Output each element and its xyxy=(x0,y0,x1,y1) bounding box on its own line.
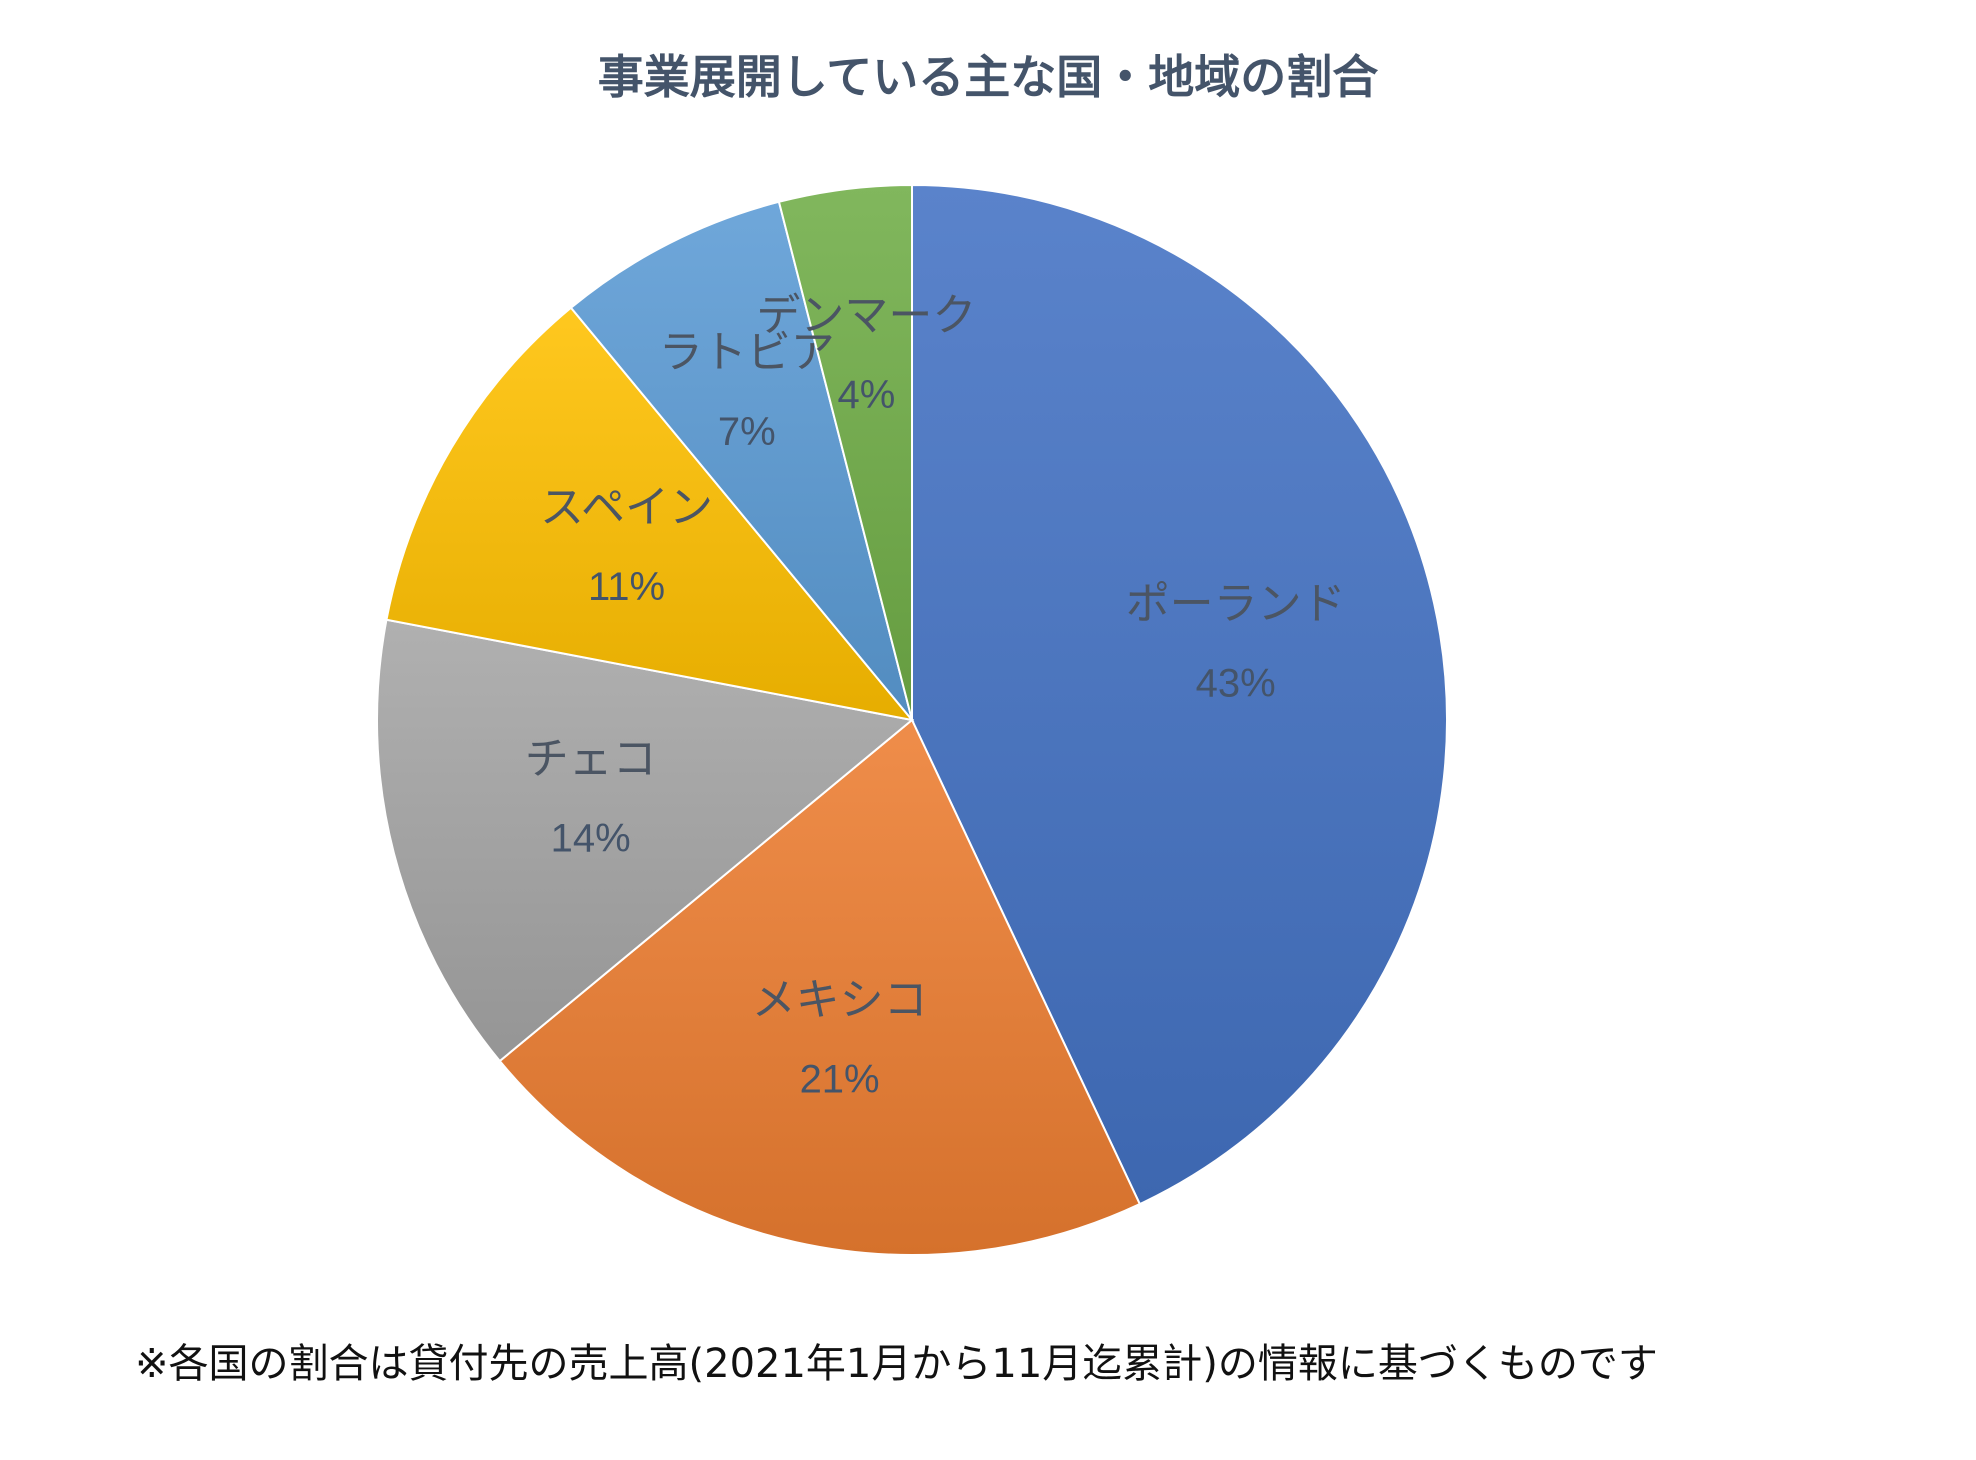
pie-slice-1 xyxy=(498,718,1142,1256)
pie-slice-4 xyxy=(569,200,913,721)
pie-slice-0 xyxy=(911,183,1448,1206)
pie-slice-3 xyxy=(385,306,915,722)
slice-labels: ポーランド 43% メキシコ 21% チェコ 14% スペイン 11% ラトビア 7% デンマーク 4… xyxy=(525,290,1346,1102)
slice-label-4: ラトビア xyxy=(659,327,835,378)
slice-label-1: メキシコ xyxy=(752,975,928,1026)
pie-slice-5 xyxy=(777,183,913,721)
slice-value-4: 7% xyxy=(718,410,776,454)
slice-label-0: ポーランド xyxy=(1126,579,1346,630)
footnote: ※各国の割合は貸付先の売上高(2021年1月から11月迄累計)の情報に基づくもの… xyxy=(135,1341,1658,1387)
slice-value-2: 14% xyxy=(551,817,631,861)
slice-label-5: デンマーク xyxy=(756,290,976,341)
slice-label-3: スペイン xyxy=(540,482,713,533)
slice-value-0: 43% xyxy=(1196,662,1276,706)
slice-value-3: 11% xyxy=(588,565,665,609)
chart-title: 事業展開している主な国・地域の割合 xyxy=(598,50,1379,104)
slice-label-2: チェコ xyxy=(525,734,657,785)
slice-value-1: 21% xyxy=(800,1058,880,1102)
pie-slice-2 xyxy=(376,618,915,1063)
slice-value-5: 4% xyxy=(837,373,895,417)
pie-slices xyxy=(376,183,1448,1256)
